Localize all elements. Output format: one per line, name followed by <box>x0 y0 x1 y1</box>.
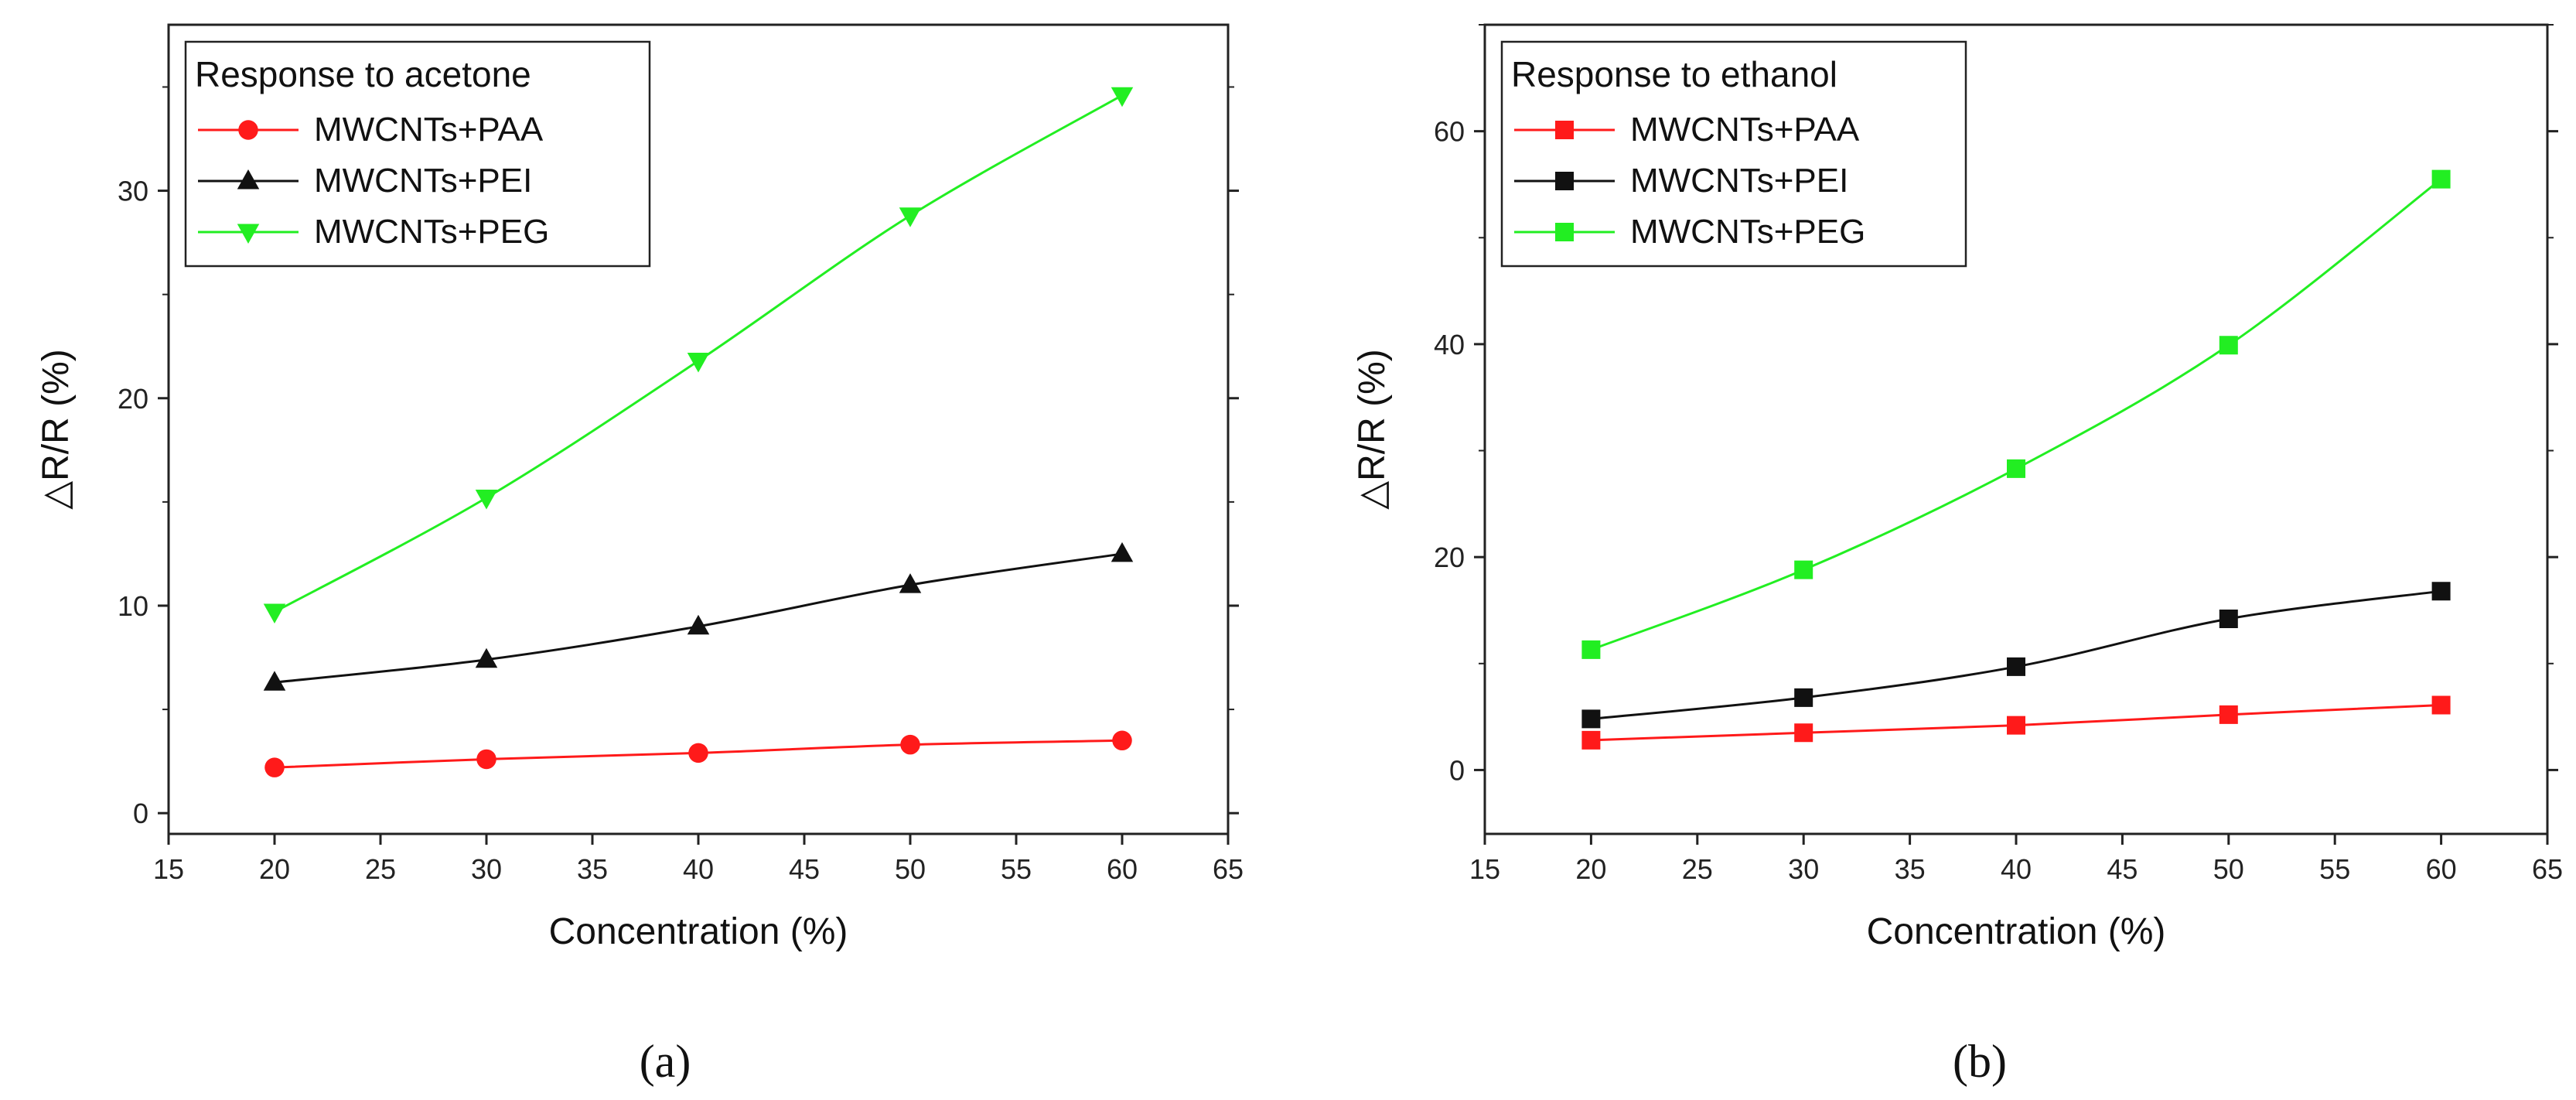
legend-entry: MWCNTs+PEG <box>1630 213 1865 251</box>
data-point <box>263 603 286 624</box>
legend: Response to ethanol MWCNTs+PAA MWCNTs+PEI M… <box>1500 40 1967 268</box>
x-tick-label: 25 <box>1682 853 1713 885</box>
legend-marker <box>237 169 260 190</box>
data-point <box>1111 541 1134 562</box>
data-point <box>1111 87 1134 108</box>
data-point <box>2431 169 2451 189</box>
x-axis-title: Concentration (%) <box>549 911 848 952</box>
x-tick-label: 20 <box>259 853 290 885</box>
data-point <box>1794 560 1813 579</box>
x-tick-label: 45 <box>2107 853 2138 885</box>
legend-entry: MWCNTs+PEI <box>314 162 532 200</box>
x-tick-label: 40 <box>683 853 714 885</box>
legend-marker <box>238 120 258 140</box>
series-mwcnts-pei <box>263 541 1134 691</box>
x-tick-label: 60 <box>2426 853 2457 885</box>
data-point <box>263 671 286 691</box>
data-point <box>899 573 922 593</box>
legend-entry: MWCNTs+PEG <box>314 213 549 251</box>
x-tick-label: 20 <box>1575 853 1606 885</box>
x-tick-label: 60 <box>1107 853 1138 885</box>
data-point <box>1581 640 1601 659</box>
x-tick-label: 35 <box>1895 853 1926 885</box>
y-axis-title: △R/R (%) <box>36 349 77 510</box>
y-tick-label: 60 <box>1434 116 1465 148</box>
y-tick-label: 30 <box>118 176 148 207</box>
x-tick-label: 55 <box>1001 853 1032 885</box>
legend-marker <box>1555 172 1574 190</box>
legend-marker <box>237 224 260 244</box>
x-tick-label: 40 <box>2001 853 2032 885</box>
data-point <box>1581 709 1601 729</box>
legend-title: Response to acetone <box>195 54 531 94</box>
legend-marker <box>1555 121 1574 139</box>
data-point <box>1794 723 1813 743</box>
y-tick-label: 0 <box>1449 754 1465 786</box>
x-tick-label: 35 <box>577 853 608 885</box>
legend: Response to acetone MWCNTs+PAA MWCNTs+PEI M… <box>184 40 651 268</box>
panel-label: (b) <box>1953 1036 2007 1087</box>
data-point <box>2219 609 2238 628</box>
x-tick-label: 55 <box>2319 853 2350 885</box>
x-tick-label: 15 <box>1469 853 1500 885</box>
legend-marker <box>1555 223 1574 241</box>
x-tick-label: 45 <box>789 853 820 885</box>
data-point <box>2431 695 2451 715</box>
data-point <box>2007 459 2025 478</box>
data-point <box>1581 730 1601 750</box>
x-tick-label: 50 <box>2213 853 2244 885</box>
data-point <box>475 490 498 510</box>
x-tick-label: 65 <box>2532 853 2563 885</box>
y-tick-label: 20 <box>1434 541 1465 573</box>
x-tick-label: 30 <box>1788 853 1819 885</box>
series-mwcnts-paa <box>264 730 1132 777</box>
x-axis-title: Concentration (%) <box>1867 911 2166 952</box>
series-line <box>1591 589 2441 720</box>
series-mwcnts-pei <box>1581 582 2451 729</box>
series-mwcnts-peg <box>263 87 1134 624</box>
data-point <box>1794 688 1813 707</box>
legend-title: Response to ethanol <box>1511 54 1837 94</box>
x-tick-label: 15 <box>153 853 184 885</box>
data-point <box>899 207 922 227</box>
data-point <box>688 743 708 764</box>
x-tick-label: 50 <box>895 853 926 885</box>
y-tick-label: 40 <box>1434 329 1465 360</box>
legend-entry: MWCNTs+PAA <box>314 111 544 149</box>
y-tick-label: 20 <box>118 383 148 415</box>
data-point <box>2431 582 2451 601</box>
data-point <box>900 734 920 755</box>
legend-box <box>184 40 651 268</box>
data-point <box>476 749 496 770</box>
y-tick-label: 0 <box>133 798 148 829</box>
data-point <box>687 352 710 373</box>
data-point <box>475 647 498 668</box>
data-point <box>1112 730 1132 751</box>
data-point <box>2007 716 2025 735</box>
legend-entry: MWCNTs+PAA <box>1630 111 1860 149</box>
data-point <box>264 757 285 777</box>
chart-panel-2: 15 20 25 30 35 40 45 50 55 60 65 0 20 40 60 Concentrati… <box>1352 23 2563 1087</box>
series-mwcnts-peg <box>1581 169 2451 659</box>
chart-panel-1: 15 20 25 30 35 40 45 50 55 60 65 0 10 20 30 Concentrati… <box>36 23 1244 1087</box>
panel-label: (a) <box>640 1036 691 1087</box>
data-point <box>2007 657 2025 676</box>
series-mwcnts-paa <box>1581 695 2451 750</box>
x-tick-label: 65 <box>1213 853 1244 885</box>
data-point <box>2219 705 2238 724</box>
data-point <box>2219 336 2238 355</box>
legend-box <box>1500 40 1967 268</box>
data-point <box>687 614 710 635</box>
x-tick-label: 30 <box>471 853 502 885</box>
y-tick-label: 10 <box>118 590 148 622</box>
x-tick-label: 25 <box>365 853 396 885</box>
legend-entry: MWCNTs+PEI <box>1630 162 1848 200</box>
y-axis-title: △R/R (%) <box>1352 349 1393 510</box>
